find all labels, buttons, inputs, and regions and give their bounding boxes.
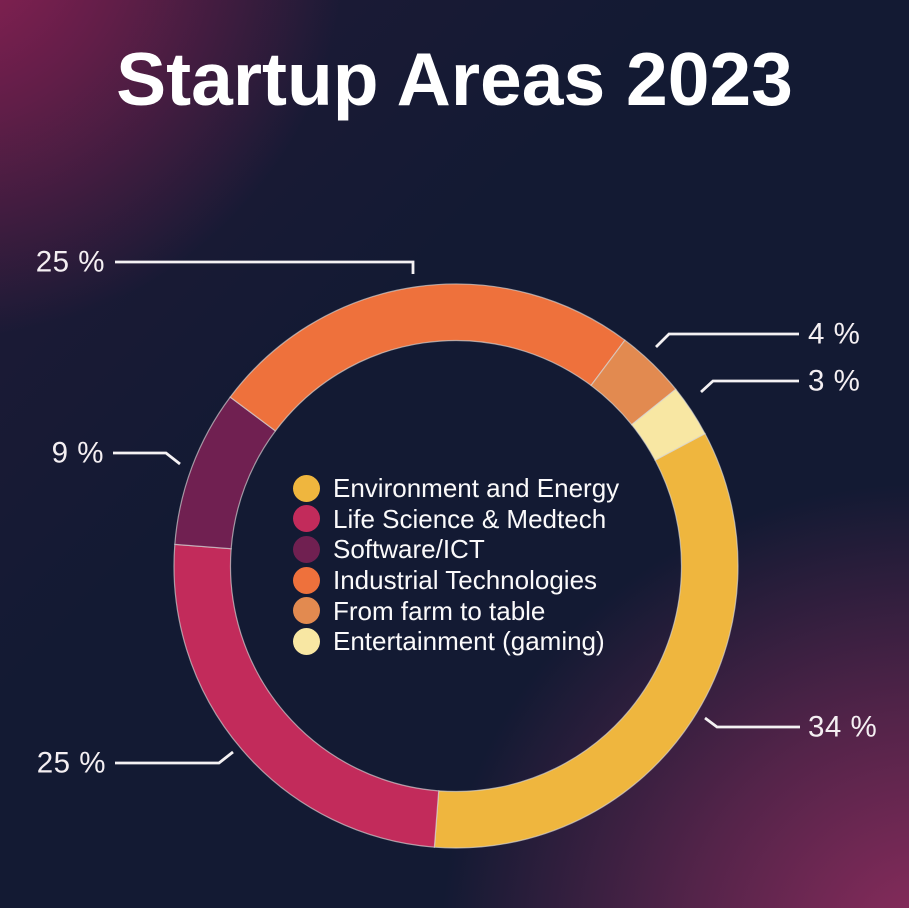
legend-label: Entertainment (gaming) (333, 626, 605, 657)
legend-label: Environment and Energy (333, 473, 620, 504)
callout-line (704, 716, 800, 729)
legend-label: Life Science & Medtech (333, 503, 607, 534)
callout-environment-and-energy: 34 % (704, 711, 877, 744)
chart-legend: Environment and Energy Life Science & Med… (293, 473, 619, 657)
legend-item-life-science-medtech: Life Science & Medtech (293, 504, 619, 535)
callout-line (700, 379, 799, 394)
legend-swatch (293, 505, 320, 533)
slice-environment-and-energy (433, 432, 739, 849)
callout-entertainment-gaming: 3 % (700, 365, 860, 398)
percent-callouts: 34 % 25 % 9 % 25 % 4 % 3 % (36, 246, 877, 780)
callout-percent-label: 25 % (37, 747, 106, 780)
donut-slices (173, 283, 739, 849)
legend-swatch (293, 535, 320, 563)
legend-label: Industrial Technologies (333, 565, 598, 596)
callout-percent-label: 9 % (52, 437, 104, 470)
callout-from-farm-to-table: 4 % (655, 318, 860, 351)
legend-swatch (293, 627, 320, 655)
legend-item-software-ict: Software/ICT (293, 534, 619, 565)
legend-swatch (293, 474, 320, 502)
callout-percent-label: 25 % (36, 246, 105, 279)
callout-line (655, 332, 799, 348)
callout-line (115, 260, 415, 274)
legend-swatch (293, 566, 320, 594)
callout-line (115, 750, 234, 765)
legend-label: Software/ICT (333, 534, 485, 565)
legend-item-from-farm-to-table: From farm to table (293, 595, 619, 626)
callout-percent-label: 34 % (808, 711, 877, 744)
legend-label: From farm to table (333, 595, 546, 626)
callout-line (113, 451, 181, 466)
callout-percent-label: 4 % (808, 318, 860, 351)
callout-percent-label: 3 % (808, 365, 860, 398)
callout-software-ict: 9 % (52, 437, 181, 470)
slice-industrial-technologies (229, 283, 626, 432)
slice-entertainment-gaming (630, 388, 706, 461)
legend-item-environment-and-energy: Environment and Energy (293, 473, 619, 504)
callout-life-science-medtech: 25 % (37, 747, 234, 780)
legend-item-entertainment-gaming: Entertainment (gaming) (293, 626, 619, 657)
legend-swatch (293, 597, 320, 625)
chart-title: Startup Areas 2023 (116, 37, 793, 121)
callout-industrial-technologies: 25 % (36, 246, 415, 279)
legend-item-industrial-technologies: Industrial Technologies (293, 565, 619, 596)
